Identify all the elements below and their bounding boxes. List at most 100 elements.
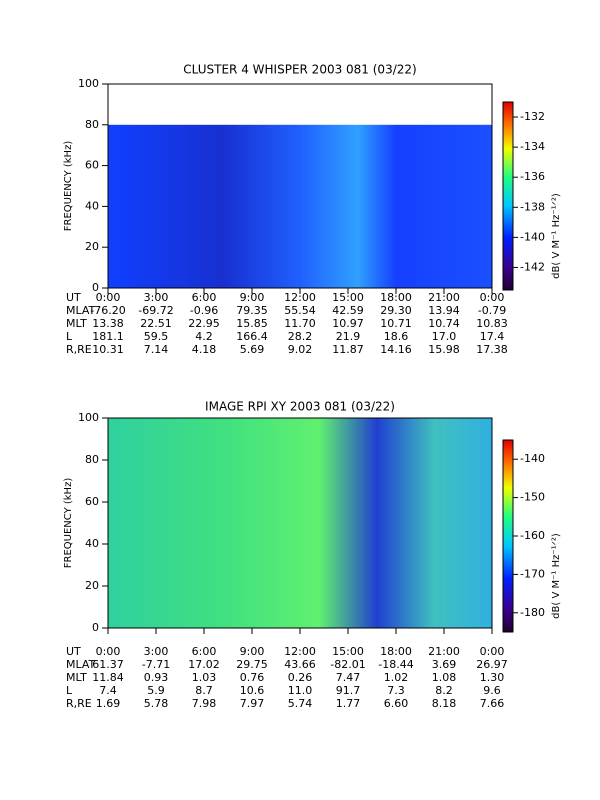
- ephemeris-value: 7.4: [99, 684, 117, 697]
- x-tick-label: 0:00: [480, 291, 505, 304]
- colorbar-tick-label: -160: [520, 529, 545, 542]
- y-tick-label: 80: [85, 453, 99, 466]
- ephemeris-value: 166.4: [236, 330, 268, 343]
- ephemeris-value: 1.02: [384, 671, 409, 684]
- ephemeris-value: 4.2: [195, 330, 213, 343]
- ephemeris-value: 1.77: [336, 697, 361, 710]
- chart-title: IMAGE RPI XY 2003 081 (03/22): [205, 400, 395, 414]
- ephemeris-value: 13.94: [428, 304, 460, 317]
- colorbar-tick-label: -134: [520, 140, 545, 153]
- y-tick-label: 80: [85, 118, 99, 131]
- y-tick-label: 100: [78, 77, 99, 90]
- y-tick-label: 60: [85, 495, 99, 508]
- ephemeris-value: 10.6: [240, 684, 265, 697]
- ephemeris-value: 1.08: [432, 671, 457, 684]
- ephemeris-value: 10.31: [92, 343, 124, 356]
- colorbar-tick-label: -180: [520, 606, 545, 619]
- ephemeris-value: 59.5: [144, 330, 169, 343]
- ephemeris-value: 91.7: [336, 684, 361, 697]
- colorbar-tick-label: -150: [520, 491, 545, 504]
- ephemeris-value: 11.70: [284, 317, 316, 330]
- x-tick-label: 6:00: [192, 291, 217, 304]
- ephemeris-value: 4.18: [192, 343, 217, 356]
- ephemeris-value: 17.4: [480, 330, 505, 343]
- y-tick-label: 60: [85, 159, 99, 172]
- ephemeris-value: 28.2: [288, 330, 313, 343]
- ephemeris-name: MLT: [66, 671, 87, 684]
- ephemeris-value: 0.26: [288, 671, 313, 684]
- ephemeris-value: 7.14: [144, 343, 169, 356]
- ephemeris-value: 0.76: [240, 671, 265, 684]
- x-tick-label: 21:00: [428, 645, 460, 658]
- colorbar-tick-label: -140: [520, 230, 545, 243]
- ephemeris-value: 26.97: [476, 658, 508, 671]
- chart-title: CLUSTER 4 WHISPER 2003 081 (03/22): [183, 63, 416, 77]
- ephemeris-value: 10.71: [380, 317, 412, 330]
- ephemeris-value: 0.93: [144, 671, 169, 684]
- ephemeris-value: -69.72: [138, 304, 173, 317]
- ephemeris-value: 1.69: [96, 697, 121, 710]
- ephemeris-value: 29.30: [380, 304, 412, 317]
- ephemeris-value: 14.16: [380, 343, 412, 356]
- x-axis-label: UT: [66, 645, 81, 658]
- colorbar-label: dB( V M⁻¹ Hz⁻¹ᐟ²): [551, 193, 562, 279]
- ephemeris-value: 11.84: [92, 671, 124, 684]
- y-tick-label: 0: [92, 621, 99, 634]
- ephemeris-value: 13.38: [92, 317, 124, 330]
- ephemeris-value: 5.78: [144, 697, 169, 710]
- ephemeris-value: 15.98: [428, 343, 460, 356]
- x-tick-label: 18:00: [380, 645, 412, 658]
- ephemeris-name: MLT: [66, 317, 87, 330]
- x-tick-label: 9:00: [240, 645, 265, 658]
- ephemeris-value: 29.75: [236, 658, 268, 671]
- ephemeris-value: 7.47: [336, 671, 361, 684]
- ephemeris-value: 6.60: [384, 697, 409, 710]
- ephemeris-value: 17.02: [188, 658, 220, 671]
- colorbar: [502, 101, 514, 291]
- x-tick-label: 18:00: [380, 291, 412, 304]
- ephemeris-value: 17.0: [432, 330, 457, 343]
- ephemeris-value: 11.0: [288, 684, 313, 697]
- colorbar-tick-label: -140: [520, 452, 545, 465]
- ephemeris-value: 18.6: [384, 330, 409, 343]
- y-axis-label: FREQUENCY (kHz): [63, 478, 74, 569]
- ephemeris-value: 55.54: [284, 304, 316, 317]
- x-tick-label: 12:00: [284, 291, 316, 304]
- ephemeris-value: 61.37: [92, 658, 124, 671]
- ephemeris-name: R,RE: [66, 697, 92, 710]
- ephemeris-value: -76.20: [90, 304, 125, 317]
- ephemeris-value: 5.69: [240, 343, 265, 356]
- ephemeris-value: 15.85: [236, 317, 268, 330]
- ephemeris-name: L: [66, 330, 73, 343]
- ephemeris-value: -82.01: [330, 658, 365, 671]
- ephemeris-value: 7.3: [387, 684, 405, 697]
- ephemeris-value: 17.38: [476, 343, 508, 356]
- colorbar-tick-label: -138: [520, 200, 545, 213]
- ephemeris-value: 7.98: [192, 697, 217, 710]
- x-tick-label: 0:00: [96, 291, 121, 304]
- ephemeris-value: 1.03: [192, 671, 217, 684]
- ephemeris-value: 8.2: [435, 684, 453, 697]
- empty-region: [108, 84, 492, 125]
- ephemeris-value: 22.95: [188, 317, 220, 330]
- ephemeris-value: 22.51: [140, 317, 172, 330]
- ephemeris-value: 42.59: [332, 304, 364, 317]
- colorbar-tick-label: -142: [520, 260, 545, 273]
- colorbar-label: dB( V M⁻¹ Hz⁻¹ᐟ²): [551, 533, 562, 619]
- x-tick-label: 3:00: [144, 291, 169, 304]
- ephemeris-value: 3.69: [432, 658, 457, 671]
- y-axis-label: FREQUENCY (kHz): [63, 141, 74, 232]
- y-tick-label: 20: [85, 579, 99, 592]
- x-tick-label: 0:00: [480, 645, 505, 658]
- y-tick-label: 20: [85, 240, 99, 253]
- colorbar: [502, 439, 514, 633]
- ephemeris-value: -0.79: [478, 304, 506, 317]
- colorbar-tick-label: -170: [520, 567, 545, 580]
- ephemeris-value: 1.30: [480, 671, 505, 684]
- panels: CLUSTER 4 WHISPER 2003 081 (03/22) FREQUE…: [63, 63, 562, 711]
- x-tick-label: 3:00: [144, 645, 169, 658]
- ephemeris-value: 10.97: [332, 317, 364, 330]
- ephemeris-value: 10.74: [428, 317, 460, 330]
- x-tick-label: 12:00: [284, 645, 316, 658]
